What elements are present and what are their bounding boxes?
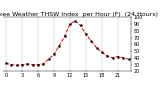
Title: Milwaukee Weather THSW Index  per Hour (F)  (24 Hours): Milwaukee Weather THSW Index per Hour (F…	[0, 12, 158, 17]
